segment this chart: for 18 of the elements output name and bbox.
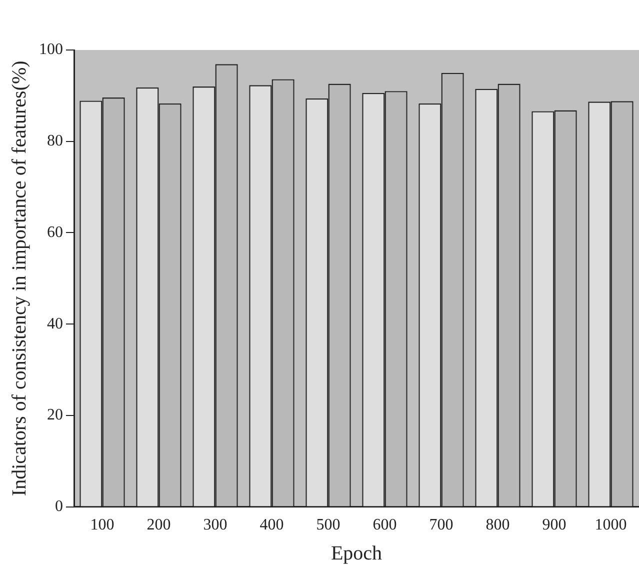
x-tick-label: 300 xyxy=(203,516,228,534)
x-tick-label: 500 xyxy=(316,516,340,534)
y-tick-label: 40 xyxy=(47,315,63,332)
x-tick-label: 400 xyxy=(260,516,284,534)
x-tick-label: 1000 xyxy=(594,516,627,534)
x-tick-label: 800 xyxy=(486,516,510,534)
x-tick-label: 700 xyxy=(429,516,454,534)
y-tick-label: 60 xyxy=(47,224,63,241)
y-tick-label: 100 xyxy=(39,41,63,58)
y-tick-label: 20 xyxy=(47,406,63,424)
y-tick-label: 0 xyxy=(55,498,63,516)
y-axis-title: Indicators of consistency in importance of features(%) xyxy=(8,60,30,496)
x-tick-label: 200 xyxy=(146,516,171,534)
x-tick-label: 600 xyxy=(372,516,397,534)
y-tick-label: 80 xyxy=(47,132,63,150)
x-tick-label: 100 xyxy=(90,516,114,534)
x-tick-label: 900 xyxy=(542,516,566,534)
x-axis-title: Epoch xyxy=(330,542,382,564)
